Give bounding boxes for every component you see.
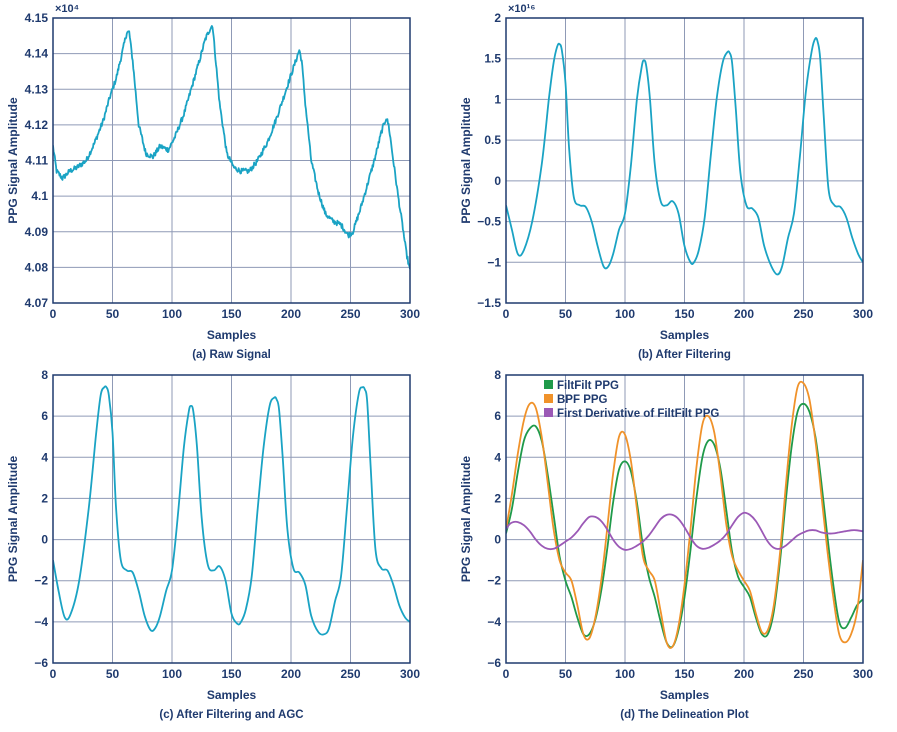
y-tick-label: 0 [41,533,48,547]
y-tick-label: −6 [34,656,48,670]
y-tick-label: −6 [487,656,501,670]
x-axis-title: Samples [660,328,710,342]
y-tick-label: 6 [494,409,501,423]
x-tick-label: 50 [106,307,120,321]
series-line-4-2 [506,380,863,649]
x-tick-label: 200 [281,667,301,681]
scale-exponent-label: ×10⁴ [55,3,79,15]
x-axis-title: Samples [660,688,710,702]
x-tick-label: 150 [221,307,241,321]
y-tick-label: 4.12 [25,118,49,132]
x-tick-label: 100 [162,307,182,321]
plot-frame [52,17,411,304]
y-tick-label: 4.15 [25,11,49,25]
legend-swatch [544,380,553,389]
y-tick-label: 8 [41,368,48,382]
x-tick-label: 0 [50,667,57,681]
x-tick-label: 200 [734,667,754,681]
series-line-1-1 [53,25,410,270]
y-tick-label: 0 [494,533,501,547]
chart-panel-2: 0 50 100 150 200 250 300 −1.5 −1 −0.5 0 0.5 1 1.5 2 ×10… [459,3,873,361]
y-tick-label: 8 [494,368,501,382]
y-tick-label: −4 [34,615,48,629]
y-tick-label: 0.5 [484,133,501,147]
y-tick-label: −1 [487,255,501,269]
y-tick-label: 2 [494,11,501,25]
chart-panel-3: 0 50 100 150 200 250 300 −6 −4 −2 0 2 4 6 8 Samples PPG … [6,368,420,721]
legend-swatch [544,394,553,403]
x-tick-label: 100 [615,307,635,321]
series-line-3-1 [53,385,410,636]
y-tick-label: −2 [34,574,48,588]
x-tick-label: 100 [615,667,635,681]
y-tick-label: −1.5 [477,296,501,310]
y-tick-label: 4.11 [25,154,48,168]
x-tick-label: 50 [559,307,573,321]
y-axis-title: PPG Signal Amplitude [459,97,473,224]
x-tick-label: 0 [50,307,57,321]
x-tick-label: 0 [503,667,510,681]
y-axis-title: PPG Signal Amplitude [6,97,20,224]
scale-exponent-label: ×10¹⁶ [508,3,535,15]
y-tick-label: −2 [487,574,501,588]
panel-caption: (c) After Filtering and AGC [159,709,303,721]
x-tick-label: 0 [503,307,510,321]
y-tick-label: 6 [41,409,48,423]
series-line-4-3 [506,511,863,551]
y-tick-label: 4.07 [25,296,49,310]
x-tick-label: 250 [340,307,360,321]
plot-frame [505,374,864,664]
legend-label: First Derivative of FiltFilt PPG [557,408,719,420]
series-line-4-1 [506,402,863,649]
x-tick-label: 250 [340,667,360,681]
y-tick-label: 0 [494,174,501,188]
y-tick-label: 4.1 [31,189,48,203]
panel-caption: (d) The Delineation Plot [620,709,749,721]
x-tick-label: 200 [281,307,301,321]
x-tick-label: 50 [106,667,120,681]
x-tick-label: 150 [221,667,241,681]
y-tick-label: 2 [494,491,501,505]
y-tick-label: 1.5 [484,52,501,66]
series-line-2-1 [506,37,863,276]
legend-swatch [544,408,553,417]
chart-panel-1: 0 50 100 150 200 250 300 4.07 4.08 4.09 4.1 4.11 4.1… [6,3,420,361]
x-axis-title: Samples [207,688,257,702]
y-axis-title: PPG Signal Amplitude [459,456,473,583]
y-tick-label: 1 [494,92,501,106]
x-tick-label: 300 [853,307,873,321]
legend-label: BPF PPG [557,394,608,406]
legend-label: FiltFilt PPG [557,380,619,392]
y-tick-label: 4.09 [25,225,49,239]
y-tick-label: 4.14 [25,47,49,61]
y-tick-label: 4 [41,450,48,464]
x-tick-label: 300 [400,667,420,681]
x-tick-label: 300 [853,667,873,681]
x-tick-label: 150 [674,307,694,321]
plot-frame [505,17,864,304]
x-axis-title: Samples [207,328,257,342]
y-tick-label: −0.5 [477,215,501,229]
y-tick-label: 4 [494,450,501,464]
y-tick-label: 4.13 [25,82,49,96]
x-tick-label: 200 [734,307,754,321]
x-tick-label: 250 [793,307,813,321]
x-tick-label: 50 [559,667,573,681]
y-tick-label: 2 [41,491,48,505]
x-tick-label: 300 [400,307,420,321]
panel-caption: (b) After Filtering [638,349,731,361]
x-tick-label: 150 [674,667,694,681]
chart-panel-4: 0 50 100 150 200 250 300 −6 −4 −2 0 2 4 6 8 Samples PPG … [459,368,873,721]
y-tick-label: −4 [487,615,501,629]
x-tick-label: 250 [793,667,813,681]
x-tick-label: 100 [162,667,182,681]
panel-caption: (a) Raw Signal [192,349,271,361]
plot-frame [52,374,411,664]
y-axis-title: PPG Signal Amplitude [6,456,20,583]
y-tick-label: 4.08 [25,260,49,274]
